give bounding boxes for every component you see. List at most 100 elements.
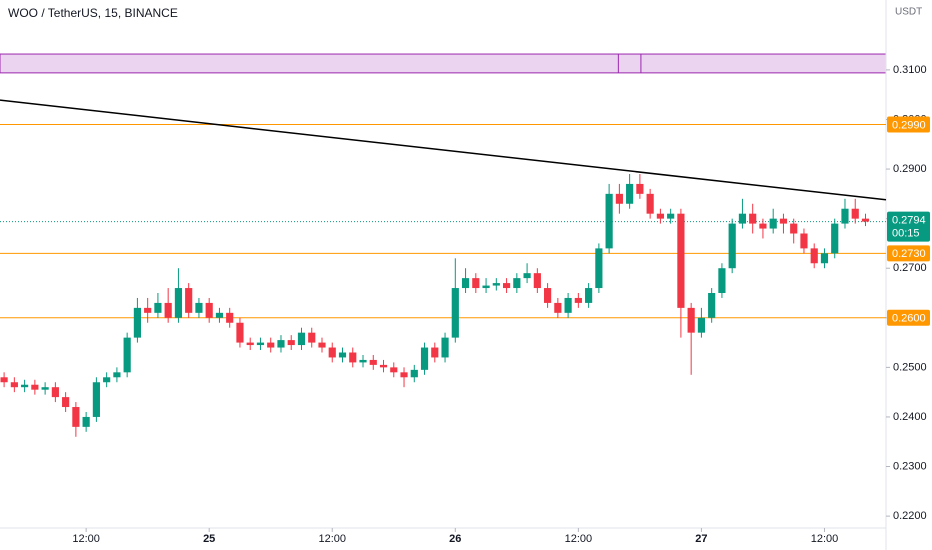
candle-body — [195, 302, 203, 313]
chart-title: WOO / TetherUS, 15, BINANCE — [8, 6, 178, 20]
candle-body — [431, 347, 439, 358]
candle-body — [533, 273, 541, 289]
candle-body — [677, 213, 685, 308]
candle-body — [277, 340, 285, 348]
candle-body — [62, 397, 70, 408]
x-tick-label: 12:00 — [565, 533, 593, 545]
y-axis-label: USDT — [895, 7, 922, 18]
x-tick-label: 27 — [695, 533, 707, 545]
x-tick-label: 25 — [203, 533, 215, 545]
candle-body — [749, 213, 757, 224]
candle-body — [72, 407, 80, 427]
countdown-label: 00:15 — [892, 228, 920, 240]
candle-body — [338, 352, 347, 358]
candle-body — [113, 372, 121, 378]
x-tick-label: 12:00 — [72, 533, 100, 545]
candle-body — [461, 278, 470, 289]
candle-body — [123, 337, 131, 373]
candle-body — [174, 288, 183, 318]
candle-body — [256, 342, 265, 346]
level-label-box — [887, 116, 930, 133]
candle-body — [687, 307, 695, 333]
candle-body — [420, 347, 429, 370]
candle-body — [615, 193, 623, 204]
candle-body — [708, 293, 716, 318]
candle-body — [133, 307, 142, 338]
level-label: 0.2600 — [892, 313, 926, 325]
candle-body — [595, 248, 603, 289]
candle-body — [564, 297, 572, 313]
y-tick-label: 0.2700 — [893, 262, 927, 274]
candle-body — [667, 213, 675, 219]
candle-body — [164, 302, 172, 318]
candle-body — [21, 384, 29, 388]
y-tick-label: 0.3100 — [893, 64, 927, 76]
candle-body — [185, 288, 193, 313]
candle-body — [523, 273, 531, 279]
candle-body — [472, 278, 480, 289]
candle-body — [544, 288, 552, 303]
candle-body — [502, 283, 511, 289]
last-price-box — [887, 211, 930, 242]
candle-body — [154, 302, 162, 313]
candle-body — [831, 223, 839, 254]
candle-body — [236, 322, 244, 343]
trendline — [0, 99, 887, 201]
candle-body — [246, 342, 254, 346]
candle-body — [820, 253, 829, 264]
y-tick-label: 0.2200 — [893, 510, 927, 522]
candle-body — [441, 337, 449, 358]
candle-body — [410, 369, 418, 378]
candle-body — [769, 218, 777, 229]
candle-body — [297, 332, 306, 346]
zone — [0, 53, 887, 74]
x-tick-label: 26 — [449, 533, 461, 545]
candle-body — [318, 342, 326, 348]
candle-body — [144, 307, 152, 313]
candle-body — [400, 372, 408, 378]
candle-body — [800, 233, 808, 249]
candle-body — [267, 342, 275, 348]
candle-body — [226, 312, 234, 323]
candle-body — [790, 223, 798, 234]
candle-body — [605, 193, 613, 249]
axis-label-bg — [888, 2, 930, 22]
candle-body — [779, 218, 788, 224]
y-tick-label: 0.2400 — [893, 411, 927, 423]
candle-body — [369, 359, 377, 365]
y-tick-label: 0.2500 — [893, 361, 927, 373]
candle-body — [51, 387, 59, 398]
candle-body — [379, 364, 388, 368]
candle-body — [287, 340, 295, 346]
x-tick-label: 12:00 — [318, 533, 346, 545]
candle-body — [738, 213, 747, 224]
y-tick-label: 0.2300 — [893, 460, 927, 472]
candle-body — [328, 347, 336, 358]
x-tick-label: 12:00 — [811, 533, 839, 545]
level-label-box — [887, 245, 930, 262]
candle-body — [92, 382, 100, 417]
candle-body — [513, 278, 521, 289]
level-label: 0.2990 — [892, 119, 926, 131]
candle-body — [554, 302, 562, 313]
candle-body — [31, 384, 39, 390]
candle-body — [390, 367, 398, 373]
y-tick-label: 0.2900 — [893, 163, 927, 175]
candle-body — [646, 193, 654, 214]
level-label: 0.2730 — [892, 248, 926, 260]
candle-body — [0, 377, 8, 383]
last-price-label: 0.2794 — [892, 215, 926, 227]
candle-body — [205, 302, 213, 318]
candle-body — [359, 359, 367, 363]
candle-body — [759, 223, 767, 229]
candle-body — [451, 288, 459, 338]
candle-body — [718, 268, 726, 294]
candle-body — [41, 387, 49, 390]
candle-body — [851, 208, 859, 219]
candle-body — [728, 223, 736, 269]
candle-body — [574, 297, 582, 303]
level-label-box — [887, 309, 930, 326]
candle-body — [82, 416, 90, 427]
